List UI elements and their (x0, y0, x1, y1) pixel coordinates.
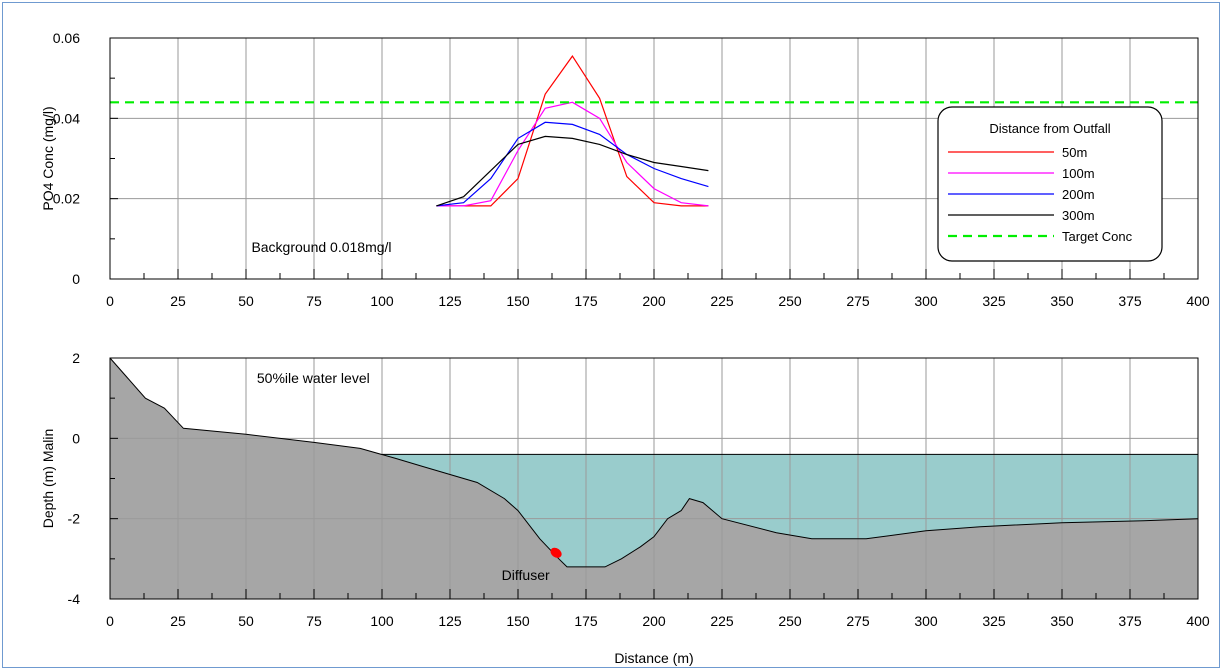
legend-title: Distance from Outfall (989, 121, 1110, 136)
depth-y-tick-label: -4 (68, 591, 81, 607)
depth-x-tick-label: 175 (574, 613, 598, 629)
conc-x-tick-label: 175 (574, 293, 598, 309)
depth-x-tick-label: 100 (370, 613, 394, 629)
depth-x-tick-label: 0 (106, 613, 114, 629)
depth-x-tick-label: 400 (1186, 613, 1210, 629)
depth-x-tick-label: 375 (1118, 613, 1142, 629)
depth-x-tick-label: 275 (846, 613, 870, 629)
legend-label-target-conc: Target Conc (1062, 229, 1133, 244)
series-line-300m (436, 135, 709, 207)
depth-x-tick-label: 50 (238, 613, 254, 629)
series-line-100m (436, 101, 709, 207)
conc-x-tick-label: 75 (306, 293, 322, 309)
series-line-50m (436, 55, 709, 207)
depth-x-tick-label: 75 (306, 613, 322, 629)
depth-x-tick-label: 200 (642, 613, 666, 629)
depth-y-tick-label: -2 (68, 511, 81, 527)
seabed-profile-line (109, 357, 1199, 568)
legend-box (937, 106, 1163, 262)
depth-x-tick-label: 150 (506, 613, 530, 629)
conc-x-tick-label: 350 (1050, 293, 1074, 309)
conc-x-tick-label: 300 (914, 293, 938, 309)
depth-x-tick-label: 225 (710, 613, 734, 629)
legend-label-100m: 100m (1062, 166, 1095, 181)
series-line-200m (436, 121, 709, 207)
conc-y-axis-label: PO4 Conc (mg/l) (40, 106, 56, 210)
depth-x-tick-label: 350 (1050, 613, 1074, 629)
diffuser-marker (550, 547, 562, 558)
legend-label-300m: 300m (1062, 208, 1095, 223)
depth-y-tick-label: 0 (72, 430, 80, 446)
chart-canvas: 0 25 50 75 100 125 150 175 200 225 250 275 300 325 350… (40, 30, 1210, 666)
depth-x-tick-label: 325 (982, 613, 1006, 629)
diffuser-label: Diffuser (502, 567, 550, 583)
conc-x-tick-label: 25 (170, 293, 186, 309)
conc-x-tick-label: 250 (778, 293, 802, 309)
conc-y-tick-label: 0.02 (53, 191, 80, 207)
conc-y-tick-label: 0 (72, 271, 80, 287)
x-axis-label: Distance (m) (614, 650, 693, 666)
water-level-annotation: 50%ile water level (257, 370, 370, 386)
depth-y-axis-label: Depth (m) Malin (40, 429, 56, 529)
conc-x-tick-label: 225 (710, 293, 734, 309)
depth-x-tick-label: 250 (778, 613, 802, 629)
depth-x-tick-label: 300 (914, 613, 938, 629)
conc-x-tick-label: 100 (370, 293, 394, 309)
legend-label-200m: 200m (1062, 187, 1095, 202)
depth-x-tick-label: 125 (438, 613, 462, 629)
conc-x-tick-label: 150 (506, 293, 530, 309)
legend-label-50m: 50m (1062, 145, 1087, 160)
conc-x-tick-label: 200 (642, 293, 666, 309)
conc-x-tick-label: 400 (1186, 293, 1210, 309)
conc-y-tick-label: 0.04 (53, 110, 80, 126)
conc-x-tick-label: 125 (438, 293, 462, 309)
depth-x-tick-label: 25 (170, 613, 186, 629)
depth-y-tick-label: 2 (72, 350, 80, 366)
conc-x-tick-label: 325 (982, 293, 1006, 309)
conc-x-tick-label: 0 (106, 293, 114, 309)
background-annotation: Background 0.018mg/l (251, 239, 391, 255)
conc-y-tick-label: 0.06 (53, 30, 80, 46)
conc-x-tick-label: 275 (846, 293, 870, 309)
conc-x-tick-label: 50 (238, 293, 254, 309)
conc-x-tick-label: 375 (1118, 293, 1142, 309)
